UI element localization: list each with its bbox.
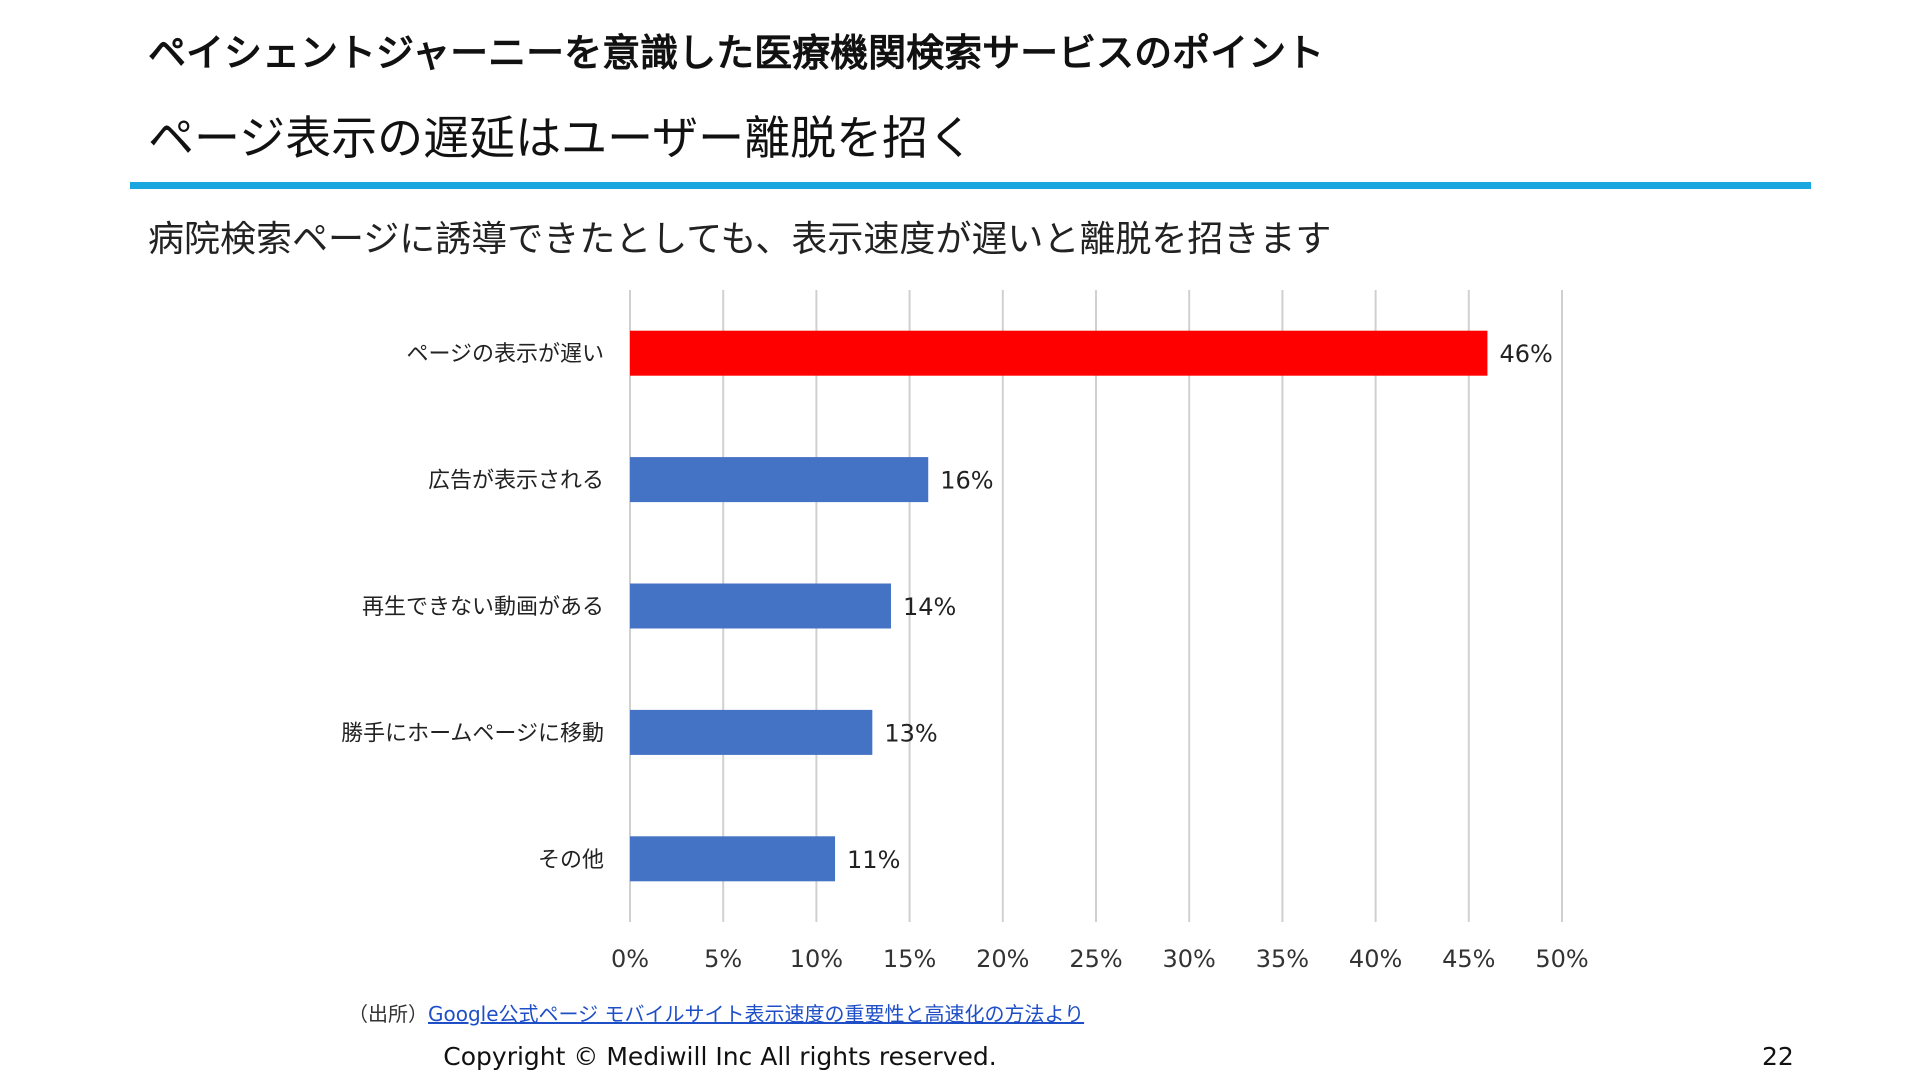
category-label: その他 [538, 848, 604, 873]
x-tick-label: 30% [1163, 945, 1216, 973]
copyright: Copyright © Mediwill Inc All rights rese… [443, 1042, 997, 1071]
category-label: 広告が表示される [428, 469, 604, 494]
bar [630, 583, 891, 629]
chart-gridlines [629, 290, 1563, 922]
value-label: 16% [940, 467, 993, 495]
x-tick-label: 15% [883, 945, 936, 973]
source-prefix: （出所） [348, 1002, 428, 1026]
category-label: 再生できない動画がある [362, 595, 604, 620]
header-title: ペイシェントジャーニーを意識した医療機関検索サービスのポイント [148, 31, 1325, 75]
bar [630, 836, 836, 882]
x-tick-label: 5% [704, 945, 742, 973]
bar [630, 330, 1488, 376]
x-tick-label: 35% [1256, 945, 1309, 973]
value-label: 14% [903, 593, 956, 621]
x-tick-label: 40% [1349, 945, 1402, 973]
value-label: 46% [1499, 340, 1552, 368]
value-label: 13% [884, 719, 937, 747]
x-tick-label: 10% [790, 945, 843, 973]
source-note: （出所）Google公式ページ モバイルサイト表示速度の重要性と高速化の方法より [348, 998, 1084, 1027]
source-link[interactable]: Google公式ページ モバイルサイト表示速度の重要性と高速化の方法より [428, 1002, 1085, 1026]
x-tick-label: 20% [976, 945, 1029, 973]
x-tick-label: 50% [1535, 945, 1588, 973]
title-rule [130, 182, 1811, 189]
x-tick-label: 25% [1069, 945, 1122, 973]
x-tick-label: 0% [611, 945, 649, 973]
chart-bars [630, 330, 1488, 882]
slide-subtitle: ページ表示の遅延はユーザー離脱を招く [148, 111, 975, 165]
category-label: 勝手にホームページに移動 [341, 721, 604, 746]
page-number: 22 [1762, 1042, 1794, 1071]
lead-text: 病院検索ページに誘導できたとしても、表示速度が遅いと離脱を招きます [148, 219, 1332, 260]
bar-chart: 0% 5% 10% 15% 20% 25% 30% 35% 40% 45% 50% ページの表示が遅い… [341, 290, 1589, 973]
bar [630, 709, 873, 755]
x-tick-label: 45% [1442, 945, 1495, 973]
value-label: 11% [847, 846, 900, 874]
bar [630, 457, 929, 503]
category-label: ページの表示が遅い [406, 342, 604, 367]
chart-labels: 0% 5% 10% 15% 20% 25% 30% 35% 40% 45% 50% ページの表示が遅い… [341, 340, 1589, 973]
